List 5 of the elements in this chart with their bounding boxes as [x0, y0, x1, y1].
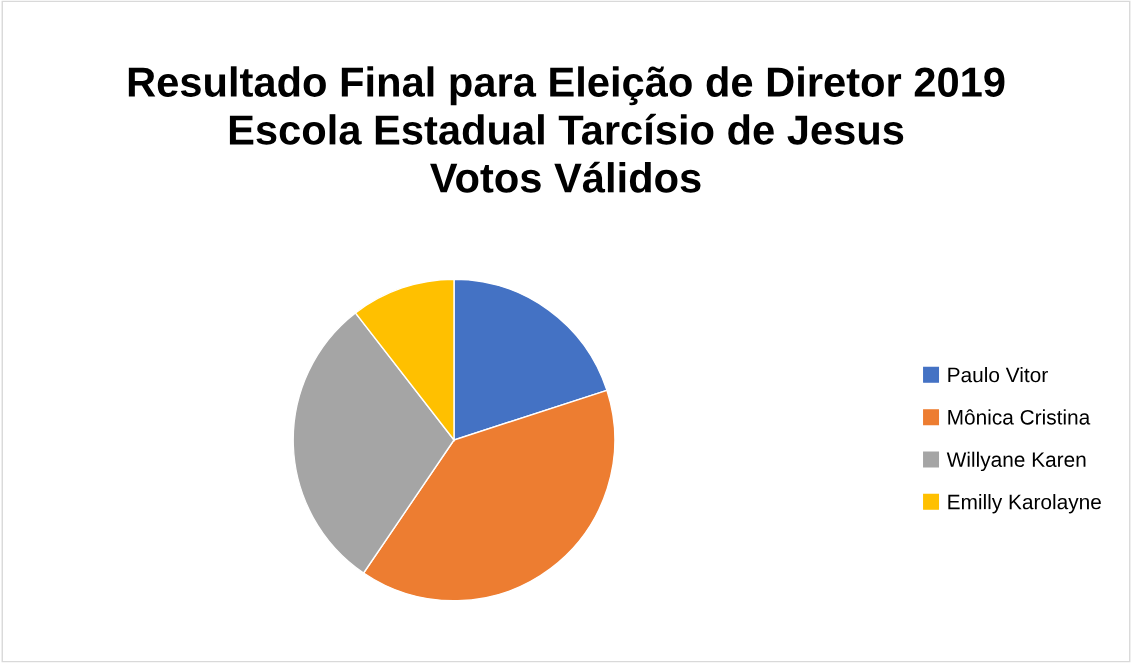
chart-title: Resultado Final para Eleição de Diretor 2019 Escola Estadual Tarcísio de Jesus Votos Válidos [128, 66, 1005, 193]
legend-label: Emilly Karolayne [948, 494, 1101, 514]
legend-label: Willyane Karen [946, 451, 1086, 472]
legend-label: Mônica Cristina [948, 409, 1091, 425]
legend-label: Paulo Vitor [948, 367, 1048, 383]
